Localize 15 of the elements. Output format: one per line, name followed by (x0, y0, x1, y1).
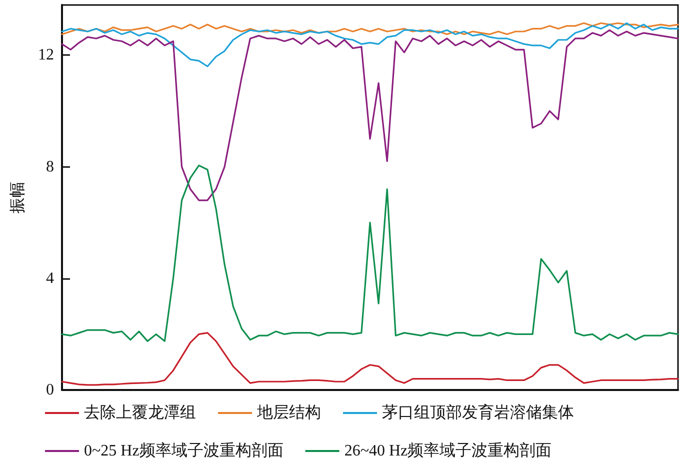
line-series (61, 332, 679, 386)
legend-label: 26~40 Hz频率域子波重构剖面 (344, 442, 552, 460)
y-tick-label: 12 (38, 46, 54, 64)
legend-label: 去除上覆龙潭组 (84, 404, 196, 422)
y-tick-label: 4 (46, 270, 54, 287)
legend-label: 地层结构 (256, 404, 321, 422)
line-series (61, 22, 679, 68)
legend-label: 茅口组顶部发育岩溶储集体 (382, 404, 574, 422)
legend-label: 0~25 Hz频率域子波重构剖面 (84, 442, 284, 460)
y-tick-label: 8 (46, 158, 54, 176)
y-axis-title: 振幅 (10, 182, 26, 214)
line-series (61, 29, 679, 202)
line-series (61, 22, 679, 36)
line-series (61, 164, 679, 342)
y-tick-label: 0 (46, 382, 54, 398)
